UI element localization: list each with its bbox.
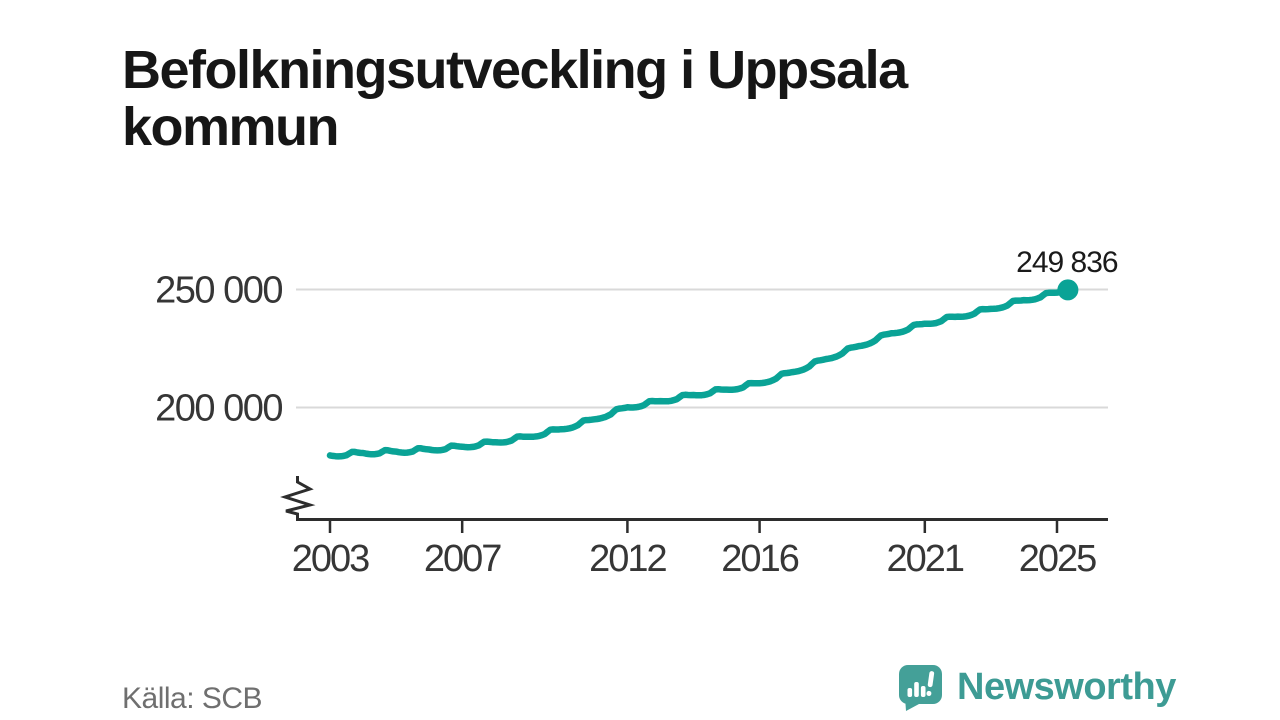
chart-title: Befolkningsutveckling i Uppsala kommun [122,40,908,158]
x-axis-label-2007: 2007 [424,538,501,580]
x-axis-label-2025: 2025 [1019,538,1096,580]
bar-chart-glyph [907,682,926,697]
source-note: Källa: SCB [122,682,263,715]
y-axis-label-200000: 200 000 [155,388,282,430]
x-axis-label-2003: 2003 [292,538,369,580]
x-axis-label-2016: 2016 [721,538,798,580]
x-axis-label-2012: 2012 [589,538,666,580]
speech-bubble-shape [899,665,942,711]
latest-value-label: 249 836 [1016,246,1118,279]
exclamation-glyph [926,671,935,696]
y-axis-break-squiggle [280,476,316,521]
latest-value-marker [1057,279,1079,301]
brand-name: Newsworthy [957,666,1176,708]
y-axis-label-250000: 250 000 [155,270,282,312]
newsworthy-speech-bubble-chart-icon [899,665,942,711]
population-line-series [326,286,1072,460]
x-axis-label-2021: 2021 [887,538,964,580]
brand-logo: Newsworthy [897,663,1176,712]
